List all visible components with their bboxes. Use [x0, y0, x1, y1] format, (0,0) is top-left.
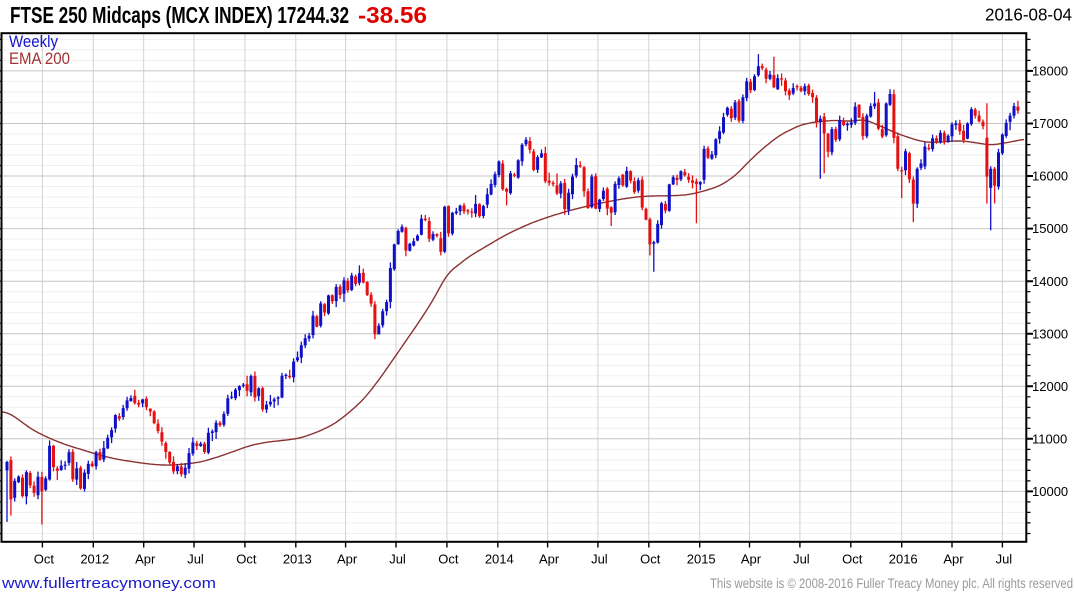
svg-text:FTSE 250 Midcaps (MCX INDEX) 1: FTSE 250 Midcaps (MCX INDEX) 17244.32: [10, 2, 349, 28]
svg-text:Oct: Oct: [236, 552, 257, 567]
svg-text:10000: 10000: [1032, 484, 1068, 499]
svg-text:2012: 2012: [80, 552, 109, 567]
svg-text:16000: 16000: [1032, 169, 1068, 184]
svg-text:Jul: Jul: [591, 552, 608, 567]
svg-text:Apr: Apr: [741, 552, 762, 567]
svg-text:17000: 17000: [1032, 116, 1068, 131]
svg-text:11000: 11000: [1032, 431, 1067, 446]
svg-text:Jul: Jul: [389, 552, 406, 567]
svg-text:2013: 2013: [283, 552, 312, 567]
svg-text:15000: 15000: [1032, 221, 1068, 236]
svg-text:2015: 2015: [687, 552, 716, 567]
svg-text:Apr: Apr: [135, 552, 156, 567]
svg-text:12000: 12000: [1032, 379, 1068, 394]
svg-text:Apr: Apr: [337, 552, 358, 567]
svg-text:Jul: Jul: [187, 552, 204, 567]
svg-text:Jul: Jul: [996, 552, 1013, 567]
svg-text:This website is © 2008-2016 Fu: This website is © 2008-2016 Fuller Treac…: [710, 576, 1073, 591]
svg-text:Apr: Apr: [943, 552, 964, 567]
svg-text:-38.56: -38.56: [358, 2, 427, 28]
svg-text:14000: 14000: [1032, 274, 1068, 289]
svg-text:Apr: Apr: [539, 552, 560, 567]
svg-text:EMA 200: EMA 200: [9, 49, 70, 68]
svg-text:18000: 18000: [1032, 64, 1068, 79]
svg-text:2016: 2016: [889, 552, 918, 567]
svg-text:2014: 2014: [485, 552, 514, 567]
svg-text:Oct: Oct: [438, 552, 459, 567]
svg-text:Oct: Oct: [640, 552, 661, 567]
svg-text:Weekly: Weekly: [9, 32, 58, 51]
svg-text:2016-08-04: 2016-08-04: [985, 5, 1072, 25]
svg-text:Oct: Oct: [842, 552, 863, 567]
svg-text:Jul: Jul: [793, 552, 810, 567]
svg-text:13000: 13000: [1032, 326, 1068, 341]
svg-text:Oct: Oct: [34, 552, 55, 567]
svg-text:www.fullertreacymoney.com: www.fullertreacymoney.com: [1, 575, 216, 592]
